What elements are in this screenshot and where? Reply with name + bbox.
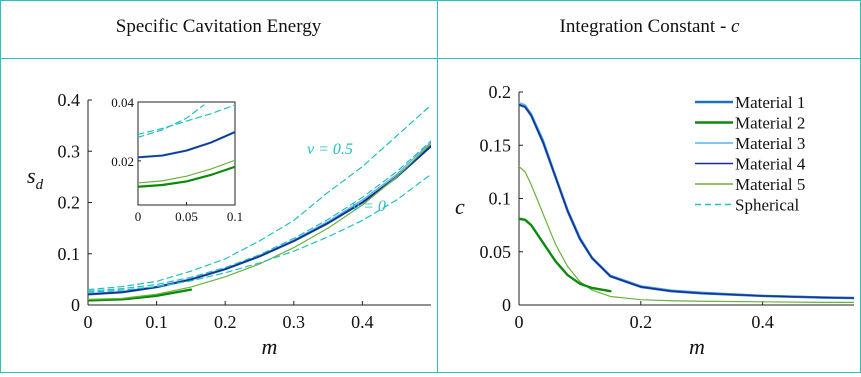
left-x-tick-label: 0.2 (214, 312, 237, 332)
left-x-tick-label: 0.1 (145, 312, 168, 332)
series-line-sph_hi (88, 104, 431, 291)
series-line-i_m2 (138, 165, 235, 188)
right-x-tick-label: 0 (515, 312, 524, 332)
inset-chart: 0 0.05 0.1 0.02 0.04 (111, 95, 243, 224)
left-y-axis-label: sd (27, 163, 44, 193)
legend-label-3: Material 3 (735, 134, 805, 153)
right-x-tick-label: 0.4 (751, 312, 774, 332)
right-y-axis-label: c (455, 194, 465, 219)
right-panel-title-symbol: c (731, 16, 740, 37)
series-line-i_m4 (138, 131, 235, 158)
right-y-tick-label: 0.05 (480, 242, 512, 262)
inset-y-tick-label: 0.04 (111, 95, 134, 110)
legend-label-4: Material 4 (735, 155, 806, 174)
left-x-axis-label: m (262, 334, 278, 359)
right-y-tick-label: 0.1 (489, 189, 512, 209)
series-line-m2 (88, 288, 193, 302)
inset-y-tick-label: 0.02 (111, 154, 134, 169)
legend-label-2: Material 2 (735, 114, 805, 133)
left-y-tick-label: 0.1 (58, 244, 81, 264)
series-line-m4 (88, 145, 431, 296)
right-y-tick-label: 0.2 (489, 82, 512, 102)
right-x-tick-label: 0.2 (630, 312, 653, 332)
series-line-i_sph1 (138, 104, 235, 135)
left-y-tick-label: 0 (71, 295, 80, 315)
right-y-tick-label: 0.15 (480, 135, 512, 155)
left-x-tick-label: 0.4 (351, 312, 374, 332)
series-line-c_m2 (519, 217, 612, 293)
legend-label-6: Spherical (735, 196, 799, 215)
left-chart: 0 0.1 0.2 0.3 0.4 0 0.1 0.2 0.3 0.4 m sd ν = 0.5 ν = … (27, 90, 431, 359)
left-x-tick-label: 0 (84, 312, 93, 332)
series-line-i_sph2 (138, 104, 205, 138)
left-x-tick-label: 0.3 (283, 312, 306, 332)
series-line-sph_lo (88, 173, 431, 293)
right-y-tick-label: 0 (502, 295, 511, 315)
series-line-c_m5 (519, 165, 854, 303)
inset-frame (137, 101, 236, 206)
legend-label-5: Material 5 (735, 175, 805, 194)
series-line-sph_mid (88, 140, 431, 292)
inset-x-tick-label: 0 (135, 209, 142, 224)
legend-label-1: Material 1 (735, 93, 805, 112)
series-line-c_m4 (519, 104, 854, 299)
left-y-axis-label-subscript: d (36, 177, 44, 193)
left-y-tick-label: 0.4 (58, 90, 81, 110)
inset-x-tick-label: 0.05 (175, 209, 198, 224)
series-line-i_m5 (138, 159, 235, 184)
right-panel-title-text: Integration Constant - (559, 16, 732, 37)
left-panel-title-text: Specific Cavitation Energy (115, 16, 322, 37)
annotation-nu-0: ν = 0 (352, 198, 386, 215)
right-panel-title: Integration Constant - c (438, 12, 861, 42)
inset-x-tick-label: 0.1 (227, 209, 243, 224)
left-y-tick-label: 0.3 (58, 141, 81, 161)
series-line-m5 (88, 142, 431, 300)
left-panel-title: Specific Cavitation Energy (0, 12, 437, 42)
annotation-nu-0-5: ν = 0.5 (307, 141, 353, 158)
right-x-axis-label: m (689, 334, 705, 359)
left-y-tick-label: 0.2 (58, 193, 81, 213)
